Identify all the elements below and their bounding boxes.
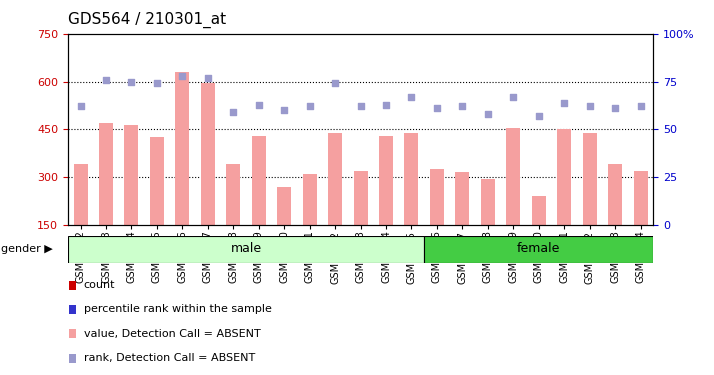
Point — [100, 76, 111, 82]
Point — [457, 104, 468, 110]
Bar — [506, 128, 521, 225]
Bar — [69, 354, 76, 363]
Point — [151, 81, 163, 87]
Text: female: female — [517, 243, 560, 255]
Text: count: count — [84, 280, 115, 290]
Bar — [481, 179, 495, 225]
Point — [635, 104, 646, 110]
Point — [610, 105, 621, 111]
Point — [126, 79, 137, 85]
Bar — [124, 124, 139, 225]
Bar — [303, 174, 317, 225]
Point — [431, 105, 443, 111]
Bar — [456, 172, 469, 225]
Point — [304, 104, 316, 110]
Point — [329, 81, 341, 87]
Text: gender ▶: gender ▶ — [1, 244, 53, 254]
Bar — [99, 123, 113, 225]
Point — [176, 73, 188, 79]
Bar — [226, 164, 241, 225]
Bar — [353, 171, 368, 225]
Point — [355, 104, 366, 110]
Bar — [583, 133, 597, 225]
Bar — [176, 72, 189, 225]
Bar — [201, 83, 215, 225]
Bar — [277, 187, 291, 225]
Point — [253, 102, 264, 108]
Point — [406, 94, 417, 100]
Bar — [69, 280, 76, 290]
Bar — [532, 196, 545, 225]
Bar — [379, 136, 393, 225]
Text: percentile rank within the sample: percentile rank within the sample — [84, 304, 271, 314]
Point — [381, 102, 392, 108]
Bar — [74, 164, 88, 225]
Point — [75, 104, 86, 110]
Bar — [69, 305, 76, 314]
Point — [533, 113, 545, 119]
Bar — [150, 137, 164, 225]
Text: male: male — [231, 243, 261, 255]
Point — [278, 107, 290, 113]
Text: value, Detection Call = ABSENT: value, Detection Call = ABSENT — [84, 329, 261, 339]
Point — [584, 104, 595, 110]
Point — [558, 100, 570, 106]
Bar — [328, 133, 342, 225]
Bar — [68, 236, 424, 262]
Bar — [430, 169, 444, 225]
Bar — [608, 164, 622, 225]
Bar — [633, 171, 648, 225]
Point — [508, 94, 519, 100]
Point — [228, 109, 239, 115]
Text: GDS564 / 210301_at: GDS564 / 210301_at — [68, 12, 226, 28]
Bar — [404, 133, 418, 225]
Bar — [69, 329, 76, 338]
Bar — [424, 236, 653, 262]
Bar — [252, 136, 266, 225]
Text: rank, Detection Call = ABSENT: rank, Detection Call = ABSENT — [84, 353, 255, 363]
Bar — [557, 129, 571, 225]
Point — [482, 111, 493, 117]
Point — [202, 75, 213, 81]
